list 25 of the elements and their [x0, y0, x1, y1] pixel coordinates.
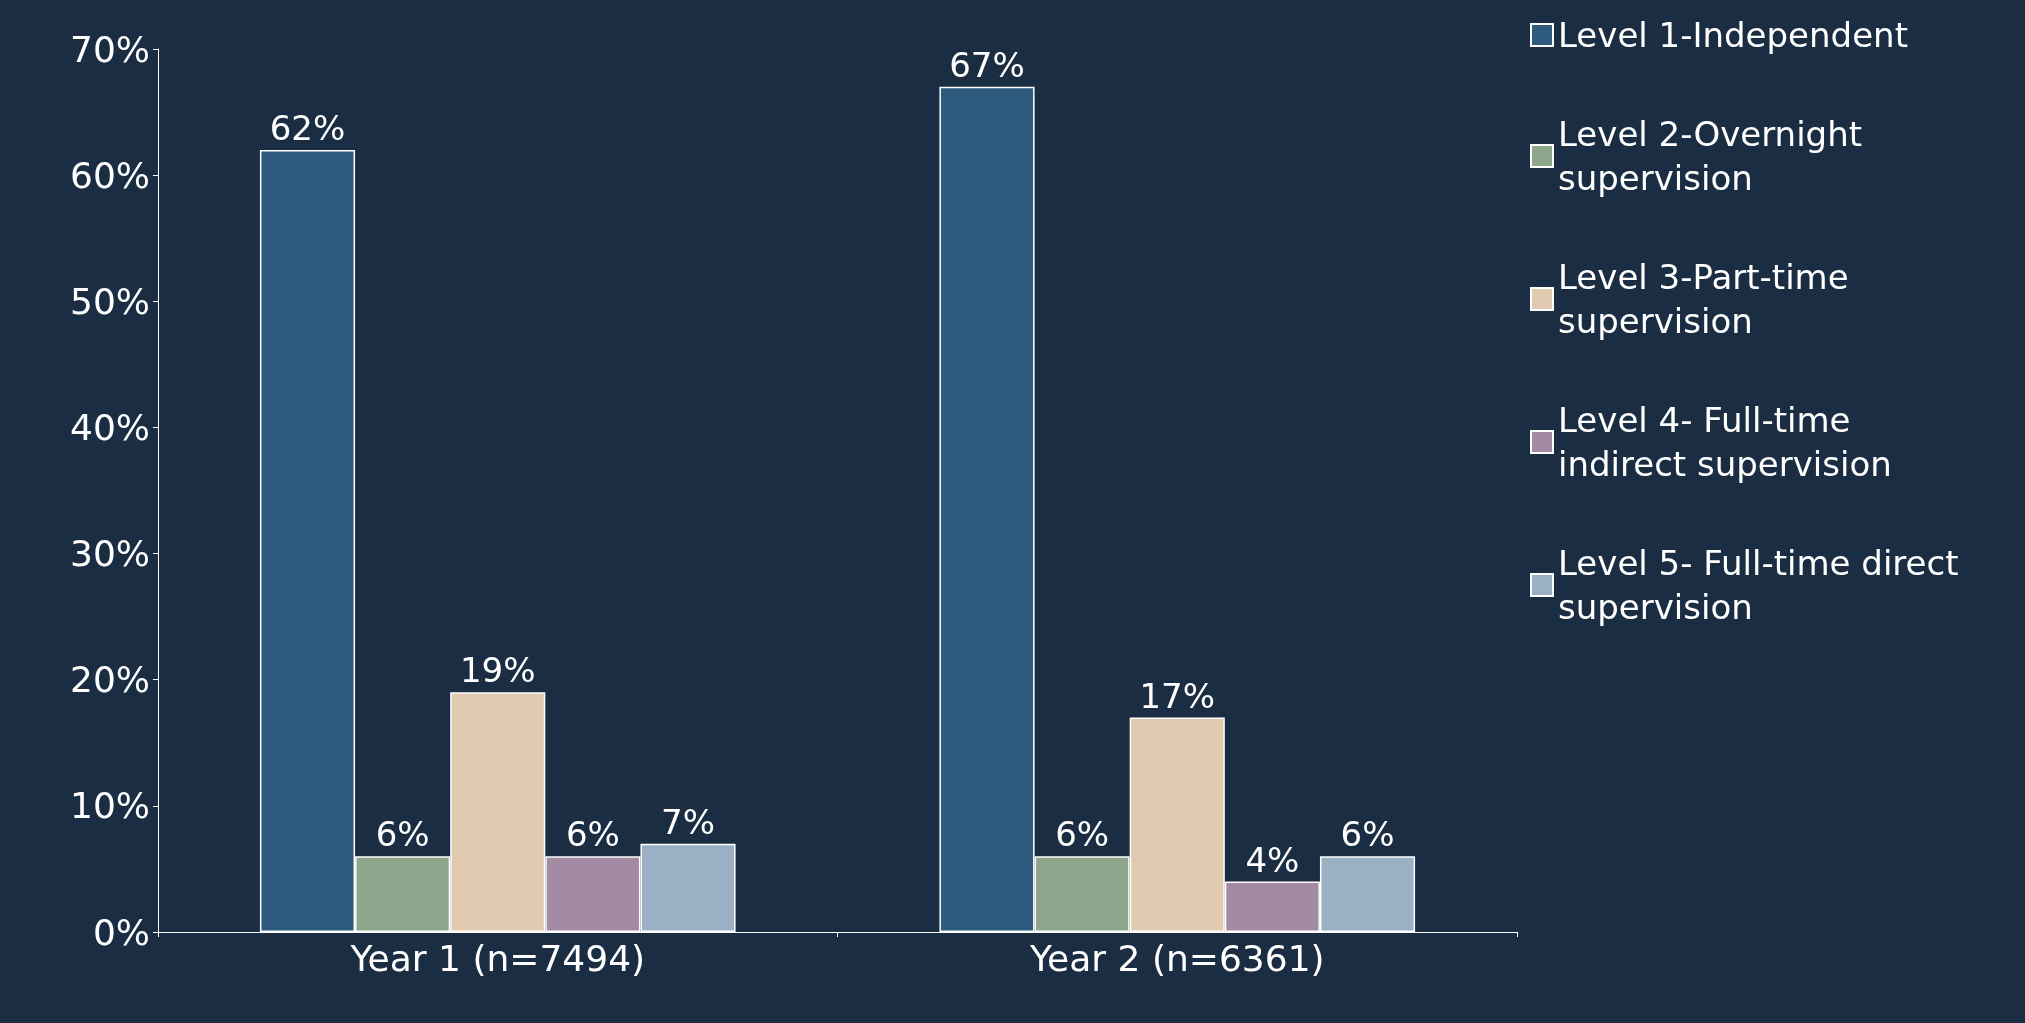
legend-label: Level 4- Full-time indirect supervision [1558, 400, 1892, 484]
y-tick-label: 60% [69, 154, 150, 196]
data-label: 6% [565, 814, 620, 855]
y-tick-label: 20% [69, 659, 150, 701]
data-label: 17% [1139, 675, 1216, 716]
y-tick-label: 30% [69, 533, 150, 575]
data-label: 19% [459, 650, 536, 691]
legend-label: Level 5- Full-time direct supervision [1558, 543, 1970, 627]
x-tick-label: Year 1 (n=7494) [349, 937, 646, 979]
data-label: 67% [949, 44, 1025, 85]
data-label: 6% [1340, 814, 1395, 855]
legend-label: Level 1-Independent [1558, 15, 1908, 55]
y-tick-label: 70% [69, 28, 150, 70]
x-tick-label: Year 2 (n=6361) [1028, 937, 1325, 979]
y-tick-label: 40% [69, 406, 150, 448]
data-label: 62% [269, 107, 346, 148]
y-tick-label: 10% [69, 785, 150, 827]
data-label: 4% [1245, 839, 1300, 880]
data-label: 6% [1055, 814, 1110, 855]
data-label: 6% [375, 814, 430, 855]
y-tick-label: 50% [69, 280, 150, 322]
data-label: 7% [661, 801, 715, 842]
legend-label: Level 2-Overnight supervision [1558, 114, 1873, 198]
legend-label: Level 3-Part-time supervision [1558, 257, 1860, 341]
y-tick-label: 0% [92, 911, 150, 953]
